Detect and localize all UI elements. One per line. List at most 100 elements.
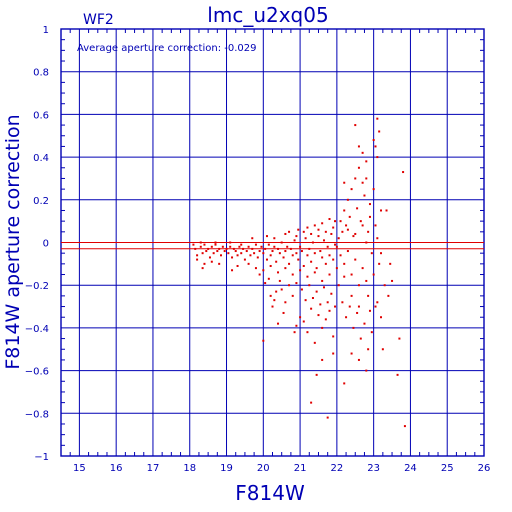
data-point — [354, 124, 357, 127]
data-point — [345, 224, 348, 227]
x-tick-label: 22 — [331, 463, 344, 474]
data-point — [212, 252, 215, 255]
data-point — [343, 181, 346, 184]
data-point — [334, 220, 337, 223]
data-point — [304, 299, 307, 302]
data-point — [299, 245, 302, 248]
data-point — [381, 348, 384, 351]
data-point — [286, 245, 289, 248]
data-point — [291, 273, 294, 276]
data-point — [321, 222, 324, 225]
y-tick-label: 0.2 — [33, 196, 49, 207]
data-point — [234, 250, 237, 253]
data-point — [367, 230, 370, 233]
data-point — [339, 220, 342, 223]
data-point — [334, 305, 337, 308]
data-point — [214, 241, 217, 244]
data-point — [311, 297, 314, 300]
data-point — [262, 252, 265, 255]
y-tick-label: −0.4 — [25, 324, 49, 335]
data-point — [306, 275, 309, 278]
data-point — [328, 309, 331, 312]
y-axis-label: F814W aperture correction — [2, 114, 24, 369]
data-point — [368, 309, 371, 312]
data-point — [271, 250, 274, 253]
data-point — [398, 337, 401, 340]
data-point — [326, 245, 329, 248]
x-tick-label: 15 — [73, 463, 86, 474]
data-point — [370, 331, 373, 334]
data-point — [322, 239, 325, 242]
data-point — [302, 230, 305, 233]
data-point — [330, 292, 333, 295]
data-point — [231, 269, 234, 272]
data-point — [359, 337, 362, 340]
data-point — [335, 245, 338, 248]
data-point — [391, 279, 394, 282]
data-point — [345, 316, 348, 319]
data-point — [380, 209, 383, 212]
data-point — [277, 271, 280, 274]
data-point — [348, 305, 351, 308]
data-point — [297, 228, 300, 231]
y-tick-label: 0.6 — [33, 110, 49, 121]
data-point — [335, 267, 338, 270]
data-point — [361, 267, 364, 270]
x-tick-label: 17 — [147, 463, 160, 474]
data-point — [321, 279, 324, 282]
chip-label: WF2 — [83, 12, 114, 28]
data-point — [365, 160, 368, 163]
x-tick-label: 24 — [404, 463, 417, 474]
data-point — [280, 288, 283, 291]
data-point — [304, 237, 307, 240]
data-point — [254, 267, 257, 270]
x-tick-label: 19 — [220, 463, 233, 474]
x-axis-label: F814W — [235, 481, 305, 505]
data-point — [317, 235, 320, 238]
data-point — [334, 243, 337, 246]
data-point — [203, 243, 206, 246]
data-point — [348, 215, 351, 218]
data-point — [225, 247, 228, 250]
data-point — [328, 273, 331, 276]
data-point — [385, 209, 388, 212]
data-point — [365, 369, 368, 372]
data-point — [223, 250, 226, 253]
data-points — [192, 117, 406, 428]
y-tick-label: 1 — [43, 25, 49, 36]
data-point — [260, 245, 263, 248]
data-point — [218, 262, 221, 265]
data-point — [352, 326, 355, 329]
data-point — [361, 224, 364, 227]
data-point — [387, 294, 390, 297]
average-correction-annotation: Average aperture correction: -0.029 — [77, 43, 257, 54]
data-point — [363, 194, 366, 197]
data-point — [328, 218, 331, 221]
data-point — [361, 181, 364, 184]
data-point — [346, 250, 349, 253]
data-point — [376, 117, 379, 120]
reference-lines — [61, 242, 484, 250]
data-point — [308, 247, 311, 250]
data-point — [313, 224, 316, 227]
data-point — [350, 188, 353, 191]
data-point — [354, 232, 357, 235]
data-point — [376, 156, 379, 159]
data-point — [343, 382, 346, 385]
data-point — [313, 271, 316, 274]
data-point — [300, 250, 303, 253]
y-tick-labels: −1 −0.8 −0.6 −0.4 −0.2 0 0.2 0.4 0.6 0.8 1 — [25, 25, 49, 463]
data-point — [243, 258, 246, 261]
y-tick-label: −1 — [34, 452, 49, 463]
data-point — [231, 256, 234, 259]
data-point — [389, 262, 392, 265]
data-point — [256, 256, 259, 259]
data-point — [254, 243, 257, 246]
data-point — [372, 273, 375, 276]
data-point — [306, 254, 309, 257]
data-point — [269, 294, 272, 297]
data-point — [258, 250, 261, 253]
data-point — [288, 284, 291, 287]
data-point — [337, 284, 340, 287]
